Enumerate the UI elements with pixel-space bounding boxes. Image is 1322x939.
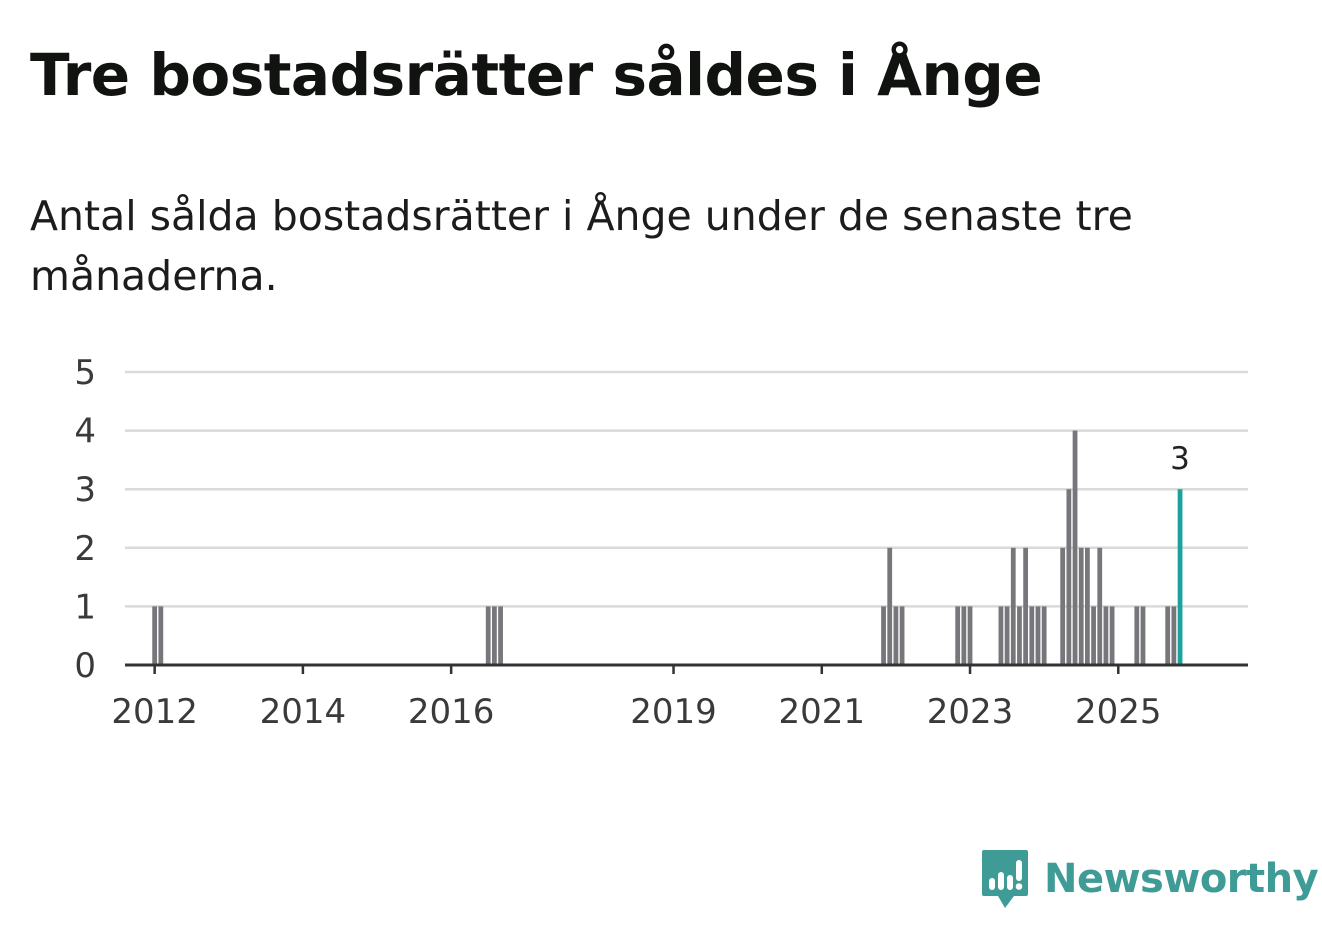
bar [1060,547,1066,665]
bar [1023,547,1029,665]
x-tick-label: 2023 [927,692,1014,732]
bar [1091,606,1096,665]
bar [1103,606,1109,665]
bar [1035,606,1041,665]
y-tick-label: 4 [74,412,96,452]
bar [998,606,1004,665]
x-tick-label: 2021 [779,692,866,732]
bar [899,606,905,665]
newsworthy-logo: Newsworthy [980,848,1319,910]
y-tick-label: 3 [74,470,96,510]
data-label: 3 [1170,441,1190,477]
bar [1066,489,1072,665]
bar [1010,547,1016,665]
y-tick-label: 5 [74,353,96,393]
bar [158,606,164,665]
x-tick-label: 2019 [630,692,717,732]
bar-chart: 0 1 2 3 4 5 2012 2014 2016 2019 2021 2023 2025 3 [74,353,1248,732]
bar [1078,547,1084,665]
x-tick-label: 2016 [408,692,495,732]
x-axis: 2012 2014 2016 2019 2021 2023 2025 [111,663,1248,732]
bar [152,606,158,665]
bar [967,606,973,665]
y-axis-ticks: 0 1 2 3 4 5 [74,353,96,686]
bar [1134,606,1140,665]
bar [1140,606,1146,665]
x-tick-label: 2025 [1075,692,1162,732]
y-tick-label: 1 [74,587,96,627]
bar [961,606,967,665]
bar [893,606,899,665]
bar [498,606,503,665]
bar [1085,547,1090,665]
bar [492,606,497,665]
bar [1072,430,1078,665]
x-tick-label: 2012 [111,692,198,732]
chart-subtitle: Antal sålda bostadsrätter i Ånge under d… [30,192,1133,300]
bar [1171,606,1177,665]
bars [152,430,1183,665]
newsworthy-logo-icon [982,850,1028,908]
data-labels: 3 [1170,441,1190,477]
bar [1004,606,1010,665]
y-tick-label: 0 [74,646,96,686]
bar [955,606,961,665]
bar [1029,606,1035,665]
x-tick-label: 2014 [260,692,347,732]
bar [881,606,886,665]
y-tick-label: 2 [74,529,96,569]
bar [1165,606,1171,665]
highlight-bar [1177,489,1183,665]
bar [1041,606,1047,665]
bar [887,547,893,665]
bar [1097,547,1103,665]
bar [1109,606,1115,665]
brand-name: Newsworthy [1044,856,1319,902]
bar [485,606,491,665]
bar [1017,606,1022,665]
chart-title: Tre bostadsrätter såldes i Ånge [30,41,1043,109]
